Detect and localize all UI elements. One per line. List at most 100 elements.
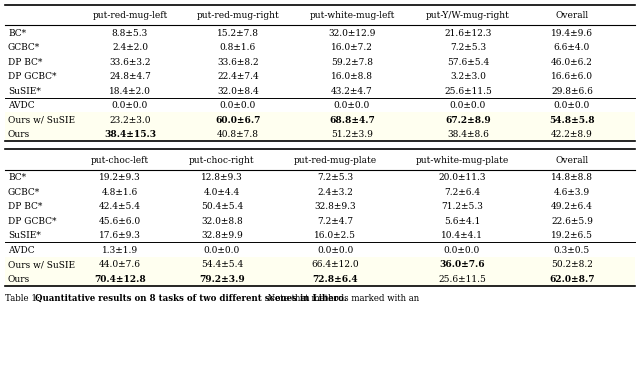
Text: 54.4±5.4: 54.4±5.4 [201, 260, 243, 269]
Text: 62.0±8.7: 62.0±8.7 [549, 274, 595, 284]
Text: 25.6±11.5: 25.6±11.5 [438, 274, 486, 284]
Text: 1.3±1.9: 1.3±1.9 [102, 246, 138, 254]
Text: 0.0±0.0: 0.0±0.0 [204, 246, 240, 254]
Text: 33.6±8.2: 33.6±8.2 [217, 58, 259, 67]
Text: 0.3±0.5: 0.3±0.5 [554, 246, 590, 254]
Text: 5.6±4.1: 5.6±4.1 [444, 216, 480, 226]
Text: 50.4±5.4: 50.4±5.4 [201, 202, 243, 211]
Text: 68.8±4.7: 68.8±4.7 [329, 116, 375, 125]
Text: 0.8±1.6: 0.8±1.6 [220, 43, 256, 52]
Text: Ours w/ SuSIE: Ours w/ SuSIE [8, 260, 75, 269]
Text: 19.4±9.6: 19.4±9.6 [551, 29, 593, 38]
Text: Quantitative results on 8 tasks of two different scenes in Libero.: Quantitative results on 8 tasks of two d… [35, 293, 347, 303]
Text: 6.6±4.0: 6.6±4.0 [554, 43, 590, 52]
Text: DP GCBC*: DP GCBC* [8, 72, 56, 81]
Text: 19.2±6.5: 19.2±6.5 [551, 231, 593, 240]
Text: SuSIE*: SuSIE* [8, 231, 41, 240]
Text: 20.0±11.3: 20.0±11.3 [438, 173, 486, 182]
Text: DP BC*: DP BC* [8, 58, 42, 67]
Text: 21.6±12.3: 21.6±12.3 [444, 29, 492, 38]
Text: 10.4±4.1: 10.4±4.1 [441, 231, 483, 240]
Text: 33.6±3.2: 33.6±3.2 [109, 58, 151, 67]
Text: Note that methods marked with an: Note that methods marked with an [265, 293, 419, 303]
Text: 42.2±8.9: 42.2±8.9 [551, 130, 593, 139]
Text: Ours: Ours [8, 130, 30, 139]
Text: 22.4±7.4: 22.4±7.4 [217, 72, 259, 81]
Text: BC*: BC* [8, 173, 26, 182]
Text: 15.2±7.8: 15.2±7.8 [217, 29, 259, 38]
Text: 38.4±8.6: 38.4±8.6 [447, 130, 489, 139]
Text: 23.2±3.0: 23.2±3.0 [109, 116, 151, 125]
Text: 79.2±3.9: 79.2±3.9 [199, 274, 245, 284]
Text: Ours: Ours [8, 274, 30, 284]
Text: 50.2±8.2: 50.2±8.2 [551, 260, 593, 269]
Text: 44.0±7.6: 44.0±7.6 [99, 260, 141, 269]
Text: 49.2±6.4: 49.2±6.4 [551, 202, 593, 211]
Text: 60.0±6.7: 60.0±6.7 [215, 116, 260, 125]
Text: 29.8±6.6: 29.8±6.6 [551, 87, 593, 96]
Text: 67.2±8.9: 67.2±8.9 [445, 116, 491, 125]
Text: 70.4±12.8: 70.4±12.8 [94, 274, 146, 284]
Text: 0.0±0.0: 0.0±0.0 [450, 101, 486, 110]
Text: GCBC*: GCBC* [8, 43, 40, 52]
Text: Table 1:: Table 1: [5, 293, 43, 303]
Text: 12.8±9.3: 12.8±9.3 [201, 173, 243, 182]
Text: 7.2±4.7: 7.2±4.7 [317, 216, 353, 226]
Text: Overall: Overall [556, 11, 589, 20]
Text: AVDC: AVDC [8, 246, 35, 254]
Text: 19.2±9.3: 19.2±9.3 [99, 173, 141, 182]
Text: put-choc-right: put-choc-right [189, 156, 255, 165]
Text: 66.4±12.0: 66.4±12.0 [311, 260, 359, 269]
Text: DP GCBC*: DP GCBC* [8, 216, 56, 226]
Text: 0.0±0.0: 0.0±0.0 [112, 101, 148, 110]
Text: Overall: Overall [556, 156, 589, 165]
Text: 40.8±7.8: 40.8±7.8 [217, 130, 259, 139]
Text: GCBC*: GCBC* [8, 188, 40, 197]
Text: 14.8±8.8: 14.8±8.8 [551, 173, 593, 182]
Text: AVDC: AVDC [8, 101, 35, 110]
Text: 0.0±0.0: 0.0±0.0 [334, 101, 370, 110]
Text: put-red-mug-right: put-red-mug-right [196, 11, 280, 20]
Text: 2.4±3.2: 2.4±3.2 [317, 188, 353, 197]
Text: 16.0±8.8: 16.0±8.8 [331, 72, 373, 81]
Text: SuSIE*: SuSIE* [8, 87, 41, 96]
Text: put-Y/W-mug-right: put-Y/W-mug-right [426, 11, 510, 20]
Text: BC*: BC* [8, 29, 26, 38]
Text: 7.2±5.3: 7.2±5.3 [317, 173, 353, 182]
Text: 0.0±0.0: 0.0±0.0 [444, 246, 480, 254]
Text: 45.6±6.0: 45.6±6.0 [99, 216, 141, 226]
Text: 3.2±3.0: 3.2±3.0 [450, 72, 486, 81]
Text: 42.4±5.4: 42.4±5.4 [99, 202, 141, 211]
Text: 36.0±7.6: 36.0±7.6 [439, 260, 485, 269]
Text: 0.0±0.0: 0.0±0.0 [554, 101, 590, 110]
FancyBboxPatch shape [5, 112, 635, 127]
Text: put-red-mug-left: put-red-mug-left [92, 11, 168, 20]
Text: 54.8±5.8: 54.8±5.8 [549, 116, 595, 125]
Text: DP BC*: DP BC* [8, 202, 42, 211]
Text: 71.2±5.3: 71.2±5.3 [441, 202, 483, 211]
Text: 25.6±11.5: 25.6±11.5 [444, 87, 492, 96]
Text: 4.0±4.4: 4.0±4.4 [204, 188, 240, 197]
Text: 51.2±3.9: 51.2±3.9 [331, 130, 373, 139]
Text: 16.0±7.2: 16.0±7.2 [331, 43, 373, 52]
Text: 7.2±5.3: 7.2±5.3 [450, 43, 486, 52]
Text: 32.8±9.9: 32.8±9.9 [201, 231, 243, 240]
Text: 32.8±9.3: 32.8±9.3 [314, 202, 356, 211]
Text: 17.6±9.3: 17.6±9.3 [99, 231, 141, 240]
Text: 7.2±6.4: 7.2±6.4 [444, 188, 480, 197]
Text: 18.4±2.0: 18.4±2.0 [109, 87, 151, 96]
Text: 32.0±12.9: 32.0±12.9 [328, 29, 376, 38]
Text: 32.0±8.4: 32.0±8.4 [217, 87, 259, 96]
FancyBboxPatch shape [5, 127, 635, 141]
Text: Ours w/ SuSIE: Ours w/ SuSIE [8, 116, 75, 125]
Text: 32.0±8.8: 32.0±8.8 [201, 216, 243, 226]
Text: 4.8±1.6: 4.8±1.6 [102, 188, 138, 197]
Text: put-white-mug-left: put-white-mug-left [309, 11, 395, 20]
Text: put-red-mug-plate: put-red-mug-plate [293, 156, 376, 165]
Text: 46.0±6.2: 46.0±6.2 [551, 58, 593, 67]
FancyBboxPatch shape [5, 271, 635, 285]
Text: 72.8±6.4: 72.8±6.4 [312, 274, 358, 284]
Text: 4.6±3.9: 4.6±3.9 [554, 188, 590, 197]
Text: 22.6±5.9: 22.6±5.9 [551, 216, 593, 226]
Text: 0.0±0.0: 0.0±0.0 [317, 246, 353, 254]
